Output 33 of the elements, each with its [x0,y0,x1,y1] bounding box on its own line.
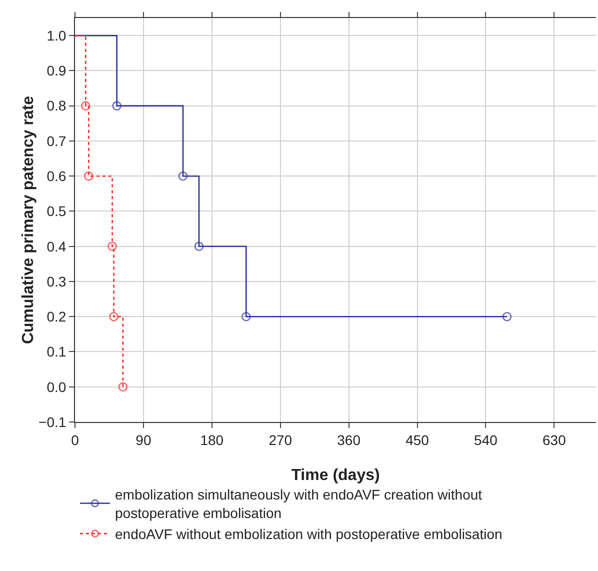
point [502,312,512,322]
y-tick-label: 0.3 [46,273,66,290]
point [194,242,204,251]
x-tick-label: 360 [337,432,361,448]
y-tick-label: 0.6 [46,168,66,184]
x-tick-label: 90 [136,432,152,448]
y-tick-label: 0.9 [46,62,66,79]
point [118,382,128,392]
x-tick-label: 630 [542,432,566,448]
point [81,101,90,110]
y-tick-label: 0.7 [46,132,66,149]
point [108,242,117,251]
point [178,171,188,181]
y-tick-label: 0.4 [46,238,66,254]
point [84,171,94,181]
x-tick-label: 180 [200,432,224,448]
legend-label: endoAVF without embolization with postoperative embolisation [115,526,502,542]
point [241,312,251,322]
y-tick-label: 1.0 [46,27,66,44]
y-axis-title: Cumulative primary patency rate [20,96,37,344]
y-tick-label: 0.8 [46,98,66,114]
x-tick-label: 450 [406,432,430,448]
x-axis-title: Time (days) [291,467,380,484]
x-tick-label: 270 [268,432,292,448]
x-tick-label: 540 [474,432,498,448]
point [109,312,118,322]
y-tick-label: 0.1 [46,344,66,360]
x-tick-label: 0 [71,432,80,448]
y-tick-label: 0.2 [46,308,66,325]
y-tick-label: −0.1 [38,414,66,430]
y-tick-label: 0.0 [46,378,66,395]
y-tick-label: 0.5 [46,203,66,220]
point [112,101,122,110]
